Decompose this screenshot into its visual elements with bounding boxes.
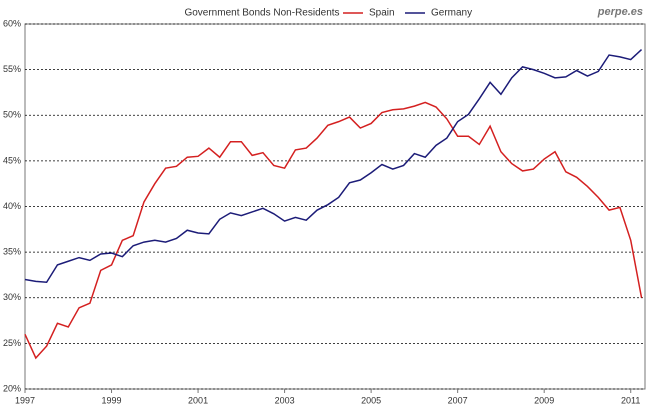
y-tick-label: 35%	[3, 247, 21, 257]
y-tick-label: 60%	[3, 18, 21, 28]
y-tick-label: 50%	[3, 110, 21, 120]
y-tick-label: 55%	[3, 64, 21, 74]
x-tick-label: 2009	[534, 395, 554, 405]
series-line	[24, 101, 643, 360]
y-tick-label: 25%	[3, 338, 21, 348]
x-tick-label: 2007	[448, 395, 468, 405]
x-tick-label: 1999	[102, 395, 122, 405]
x-tick-label: 1997	[15, 395, 35, 405]
chart-title: Government Bonds Non-Residents	[184, 8, 339, 19]
watermark: perpe.es	[597, 6, 643, 18]
legend-label: Spain	[369, 8, 395, 19]
y-tick-label: 40%	[3, 201, 21, 211]
x-tick-label: 2005	[361, 395, 381, 405]
y-tick-label: 45%	[3, 155, 21, 165]
y-tick-label: 20%	[3, 383, 21, 393]
x-tick-label: 2001	[188, 395, 208, 405]
y-tick-label: 30%	[3, 292, 21, 302]
series-line	[24, 49, 643, 284]
x-tick-label: 2011	[621, 395, 640, 405]
x-tick-label: 2003	[275, 395, 295, 405]
legend-label: Germany	[431, 8, 472, 19]
